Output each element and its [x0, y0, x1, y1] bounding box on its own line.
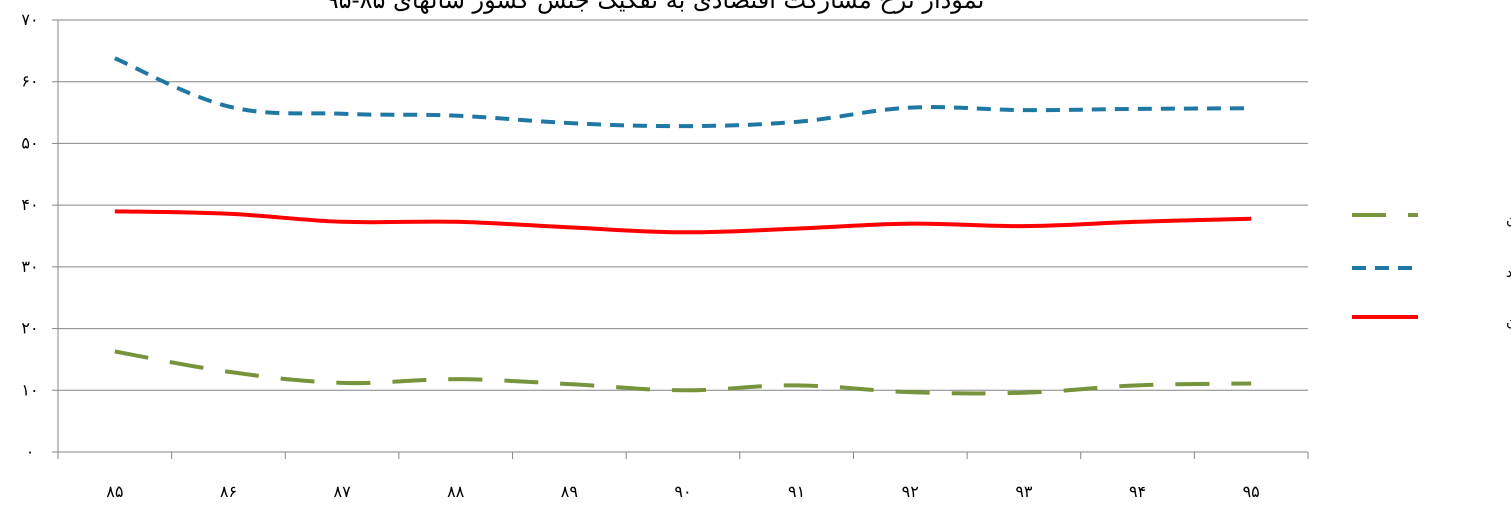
- y-tick-label: ۶۰: [21, 72, 38, 91]
- y-tick-label: ۰: [26, 442, 35, 461]
- x-tick-label: ۸۶: [220, 482, 237, 501]
- x-tick-label: ۹۳: [1015, 482, 1033, 501]
- legend: زن مرد مرد و زن: [1352, 212, 1511, 330]
- y-tick-label: ۲۰: [21, 319, 38, 338]
- gridlines: [58, 19, 1308, 391]
- axes: [57, 20, 1308, 453]
- x-tick-label: ۹۲: [902, 482, 919, 501]
- x-tick-label: ۸۷: [333, 482, 351, 501]
- x-tick-label: ۸۸: [447, 482, 465, 501]
- y-tick-label: ۳۰: [21, 257, 38, 276]
- series-line-2: [114, 209, 1252, 235]
- chart-title: نمودار نرخ مشارکت اقتصادی به تفکیک جنس ک…: [326, 0, 985, 14]
- x-tick-label: ۹۱: [788, 482, 805, 501]
- series-line-1: [114, 56, 1252, 129]
- y-tick-label: ۵۰: [21, 133, 38, 152]
- x-tick-label: ۹۴: [1129, 482, 1146, 501]
- x-tick-label: ۹۰: [674, 482, 691, 501]
- x-tick-label: ۸۹: [561, 482, 578, 501]
- y-tick-label: ۱۰: [21, 380, 38, 399]
- y-tick-label: ۴۰: [21, 195, 38, 214]
- series-lines: [114, 56, 1252, 396]
- legend-label: مرد و زن: [1506, 314, 1511, 330]
- y-tick-label: ۷۰: [21, 10, 38, 29]
- x-tick-label: ۸۵: [106, 482, 123, 501]
- series-line-0: [114, 349, 1252, 396]
- x-axis-ticks: ۸۵ ۸۶ ۸۷ ۸۸ ۸۹ ۹۰ ۹۱ ۹۲ ۹۳ ۹۴ ۹۵: [57, 452, 1309, 501]
- legend-label: زن: [1506, 212, 1511, 228]
- legend-label: مرد: [1506, 265, 1511, 281]
- x-tick-label: ۹۵: [1243, 482, 1260, 501]
- y-axis-ticks: ۰ ۱۰ ۲۰ ۳۰ ۴۰ ۵۰ ۶۰ ۷۰: [21, 10, 58, 461]
